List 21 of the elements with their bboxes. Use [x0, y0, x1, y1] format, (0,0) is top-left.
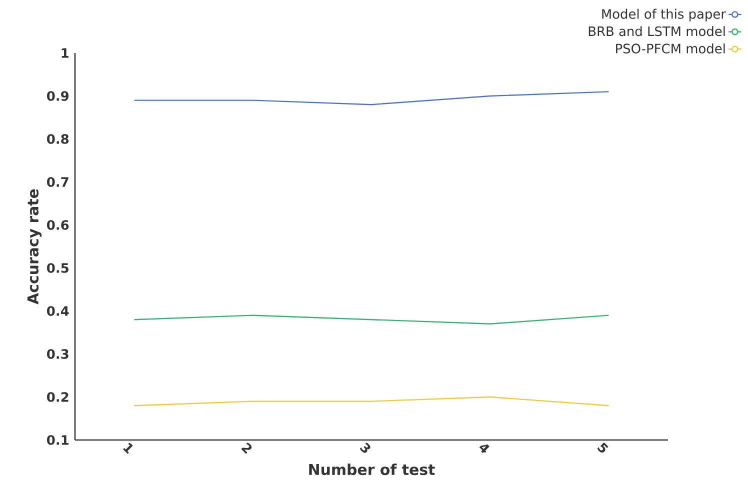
x-tick-label: 4	[479, 444, 490, 454]
legend-label: BRB and LSTM model	[588, 26, 725, 36]
legend-label: PSO-PFCM model	[616, 43, 725, 54]
y-tick-label: 0.6	[47, 220, 69, 230]
y-tick-label: 0.8	[47, 134, 69, 144]
y-axis-title: Accuracy rate	[27, 189, 42, 304]
y-tick-label: 0.4	[47, 306, 69, 316]
line-series	[134, 91, 610, 106]
y-tick-label: 1	[62, 48, 68, 58]
x-tick-label: 3	[360, 442, 370, 453]
x-axis-title: Number of test	[309, 464, 435, 476]
x-tick-label: 5	[597, 442, 608, 453]
legend-label: Model of this paper	[602, 8, 726, 22]
y-tick-label: 0.9	[47, 91, 69, 101]
y-tick-label: 0.1	[47, 435, 68, 445]
y-tick-label: 0.7	[47, 177, 68, 187]
x-tick-label: 1	[123, 442, 133, 454]
y-tick-label: 0.2	[47, 392, 68, 402]
y-tick-label: 0.5	[47, 263, 68, 273]
x-tick-label: 2	[241, 442, 252, 454]
y-tick-label: 0.3	[47, 349, 68, 359]
